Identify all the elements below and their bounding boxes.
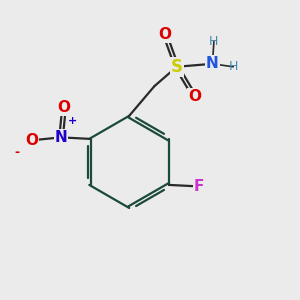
Text: -: - [14,146,19,159]
Text: O: O [158,27,171,42]
Text: H: H [209,35,219,48]
Text: O: O [58,100,70,115]
Text: N: N [206,56,219,71]
Text: H: H [229,60,238,73]
Text: N: N [55,130,68,145]
Text: S: S [171,58,183,76]
Text: O: O [188,89,201,104]
Text: O: O [25,133,38,148]
Text: +: + [68,116,77,126]
Text: F: F [194,179,204,194]
